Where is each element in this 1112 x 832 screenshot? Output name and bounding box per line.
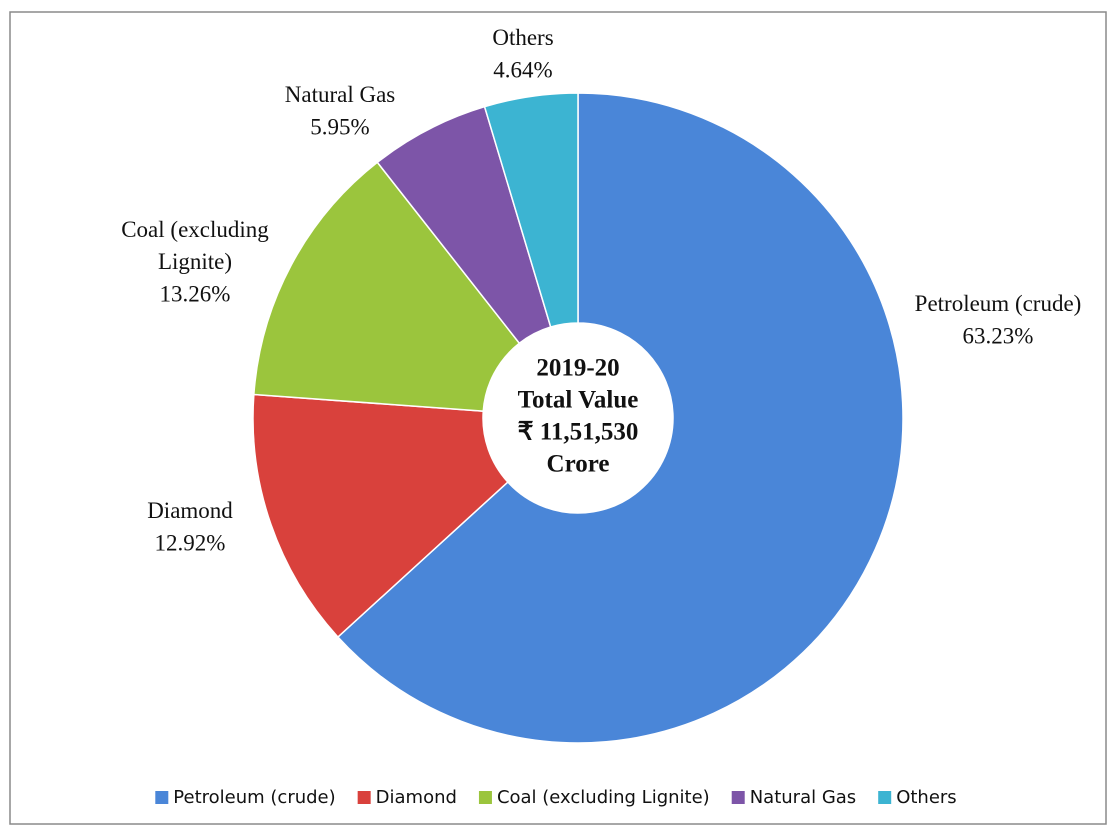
data-label-name: Natural Gas	[285, 82, 396, 107]
slice	[483, 92, 579, 328]
data-label: Coal (excluding Lignite) 13.26%	[121, 217, 269, 306]
data-label-name: Diamond	[147, 498, 233, 523]
legend-swatch	[878, 791, 892, 804]
data-label-name: Coal (excluding Lignite)	[121, 217, 269, 274]
label-line: Others	[492, 25, 553, 50]
center-text: 2019-20	[536, 355, 619, 382]
slice	[336, 92, 904, 744]
data-label-value: 13.26%	[160, 281, 231, 306]
slice	[252, 393, 509, 639]
data-label-value: 4.64%	[493, 57, 552, 82]
legend-label: Diamond	[376, 787, 457, 808]
data-label-value: 12.92%	[155, 530, 226, 555]
data-label-value: 63.23%	[963, 323, 1034, 348]
label-line: Petroleum (crude)	[915, 291, 1082, 316]
data-label: Natural Gas 5.95%	[285, 82, 396, 139]
data-label-value: 5.95%	[310, 114, 369, 139]
center-text: ₹ 11,51,530	[518, 419, 639, 446]
label-line: Lignite)	[158, 249, 232, 274]
label-line: Coal (excluding	[121, 217, 269, 242]
legend-label: Others	[896, 787, 957, 808]
data-label-name: Petroleum (crude)	[915, 291, 1082, 316]
label-line: Natural Gas	[285, 82, 396, 107]
legend-label: Coal (excluding Lignite)	[497, 787, 710, 808]
legend-label: Natural Gas	[750, 787, 856, 808]
legend: Petroleum (crude) Diamond Coal (excluding …	[155, 787, 957, 808]
data-label-name: Others	[492, 25, 553, 50]
center-text: Total Value	[518, 387, 639, 414]
legend-swatch	[155, 791, 169, 804]
legend-swatch	[357, 791, 371, 804]
data-label: Petroleum (crude) 63.23%	[915, 291, 1082, 348]
legend-swatch	[478, 791, 492, 804]
slice	[253, 161, 521, 412]
data-label: Diamond 12.92%	[147, 498, 233, 555]
label-line: Diamond	[147, 498, 233, 523]
data-label: Others 4.64%	[492, 25, 553, 82]
legend-swatch	[731, 791, 745, 804]
center-text: Crore	[547, 451, 610, 478]
legend-label: Petroleum (crude)	[173, 787, 335, 808]
